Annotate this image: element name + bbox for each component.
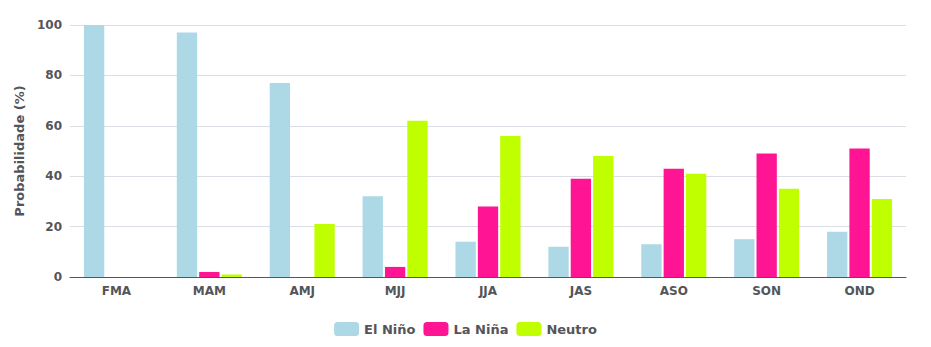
svg-text:20: 20 xyxy=(45,220,62,234)
svg-text:100: 100 xyxy=(37,18,62,32)
svg-text:40: 40 xyxy=(45,169,62,183)
svg-text:0: 0 xyxy=(54,270,62,284)
svg-text:FMA: FMA xyxy=(102,284,132,298)
svg-text:OND: OND xyxy=(844,284,874,298)
svg-text:SON: SON xyxy=(752,284,781,298)
svg-text:ASO: ASO xyxy=(660,284,688,298)
svg-text:60: 60 xyxy=(45,119,62,133)
svg-text:El Niño: El Niño xyxy=(364,322,415,337)
svg-text:MJJ: MJJ xyxy=(385,284,406,298)
svg-text:Neutro: Neutro xyxy=(546,322,597,337)
svg-text:La Niña: La Niña xyxy=(453,322,508,337)
svg-text:JAS: JAS xyxy=(569,284,592,298)
svg-text:80: 80 xyxy=(45,68,62,82)
svg-text:Probabilidade (%): Probabilidade (%) xyxy=(12,85,27,216)
svg-text:MAM: MAM xyxy=(193,284,226,298)
svg-text:JJA: JJA xyxy=(478,284,498,298)
svg-text:AMJ: AMJ xyxy=(289,284,315,298)
